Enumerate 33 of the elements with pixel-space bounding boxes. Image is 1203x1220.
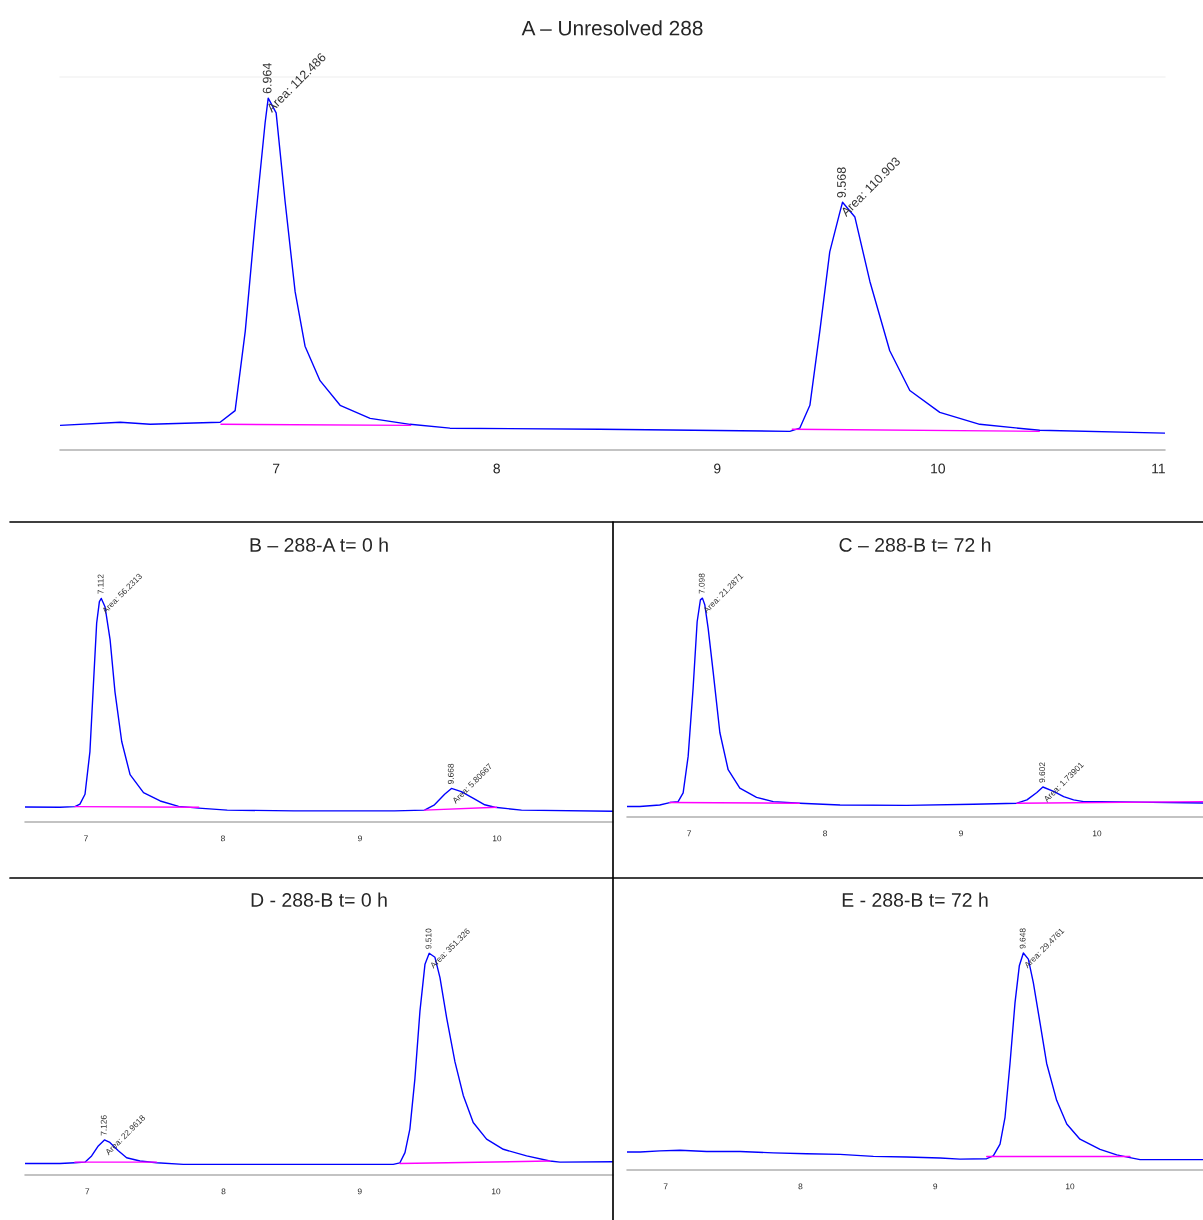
annotation: 7.126 <box>100 1115 107 1136</box>
x-tick-label: 8 <box>493 463 500 474</box>
x-tick-label: 10 <box>1092 830 1102 837</box>
chart-title: A – Unresolved 288 <box>521 20 703 36</box>
x-tick-label: 9 <box>357 1188 362 1195</box>
x-tick-label: 7 <box>687 830 692 837</box>
x-tick-label: 9 <box>959 830 963 837</box>
annotation: 7.112 <box>97 574 104 594</box>
x-tick-label: 10 <box>931 463 946 474</box>
x-tick-label: 9 <box>714 463 721 474</box>
annotation: 9.510 <box>425 928 432 949</box>
x-tick-label: 8 <box>798 1183 803 1190</box>
x-tick-label: 8 <box>221 835 225 842</box>
chart-title: B – 288-A t= 0 h <box>250 537 388 552</box>
x-tick-label: 7 <box>84 835 88 842</box>
x-tick-label: 8 <box>823 830 828 837</box>
x-tick-label: 9 <box>933 1183 938 1190</box>
annotation: 9.602 <box>1039 762 1046 783</box>
chart-title: D - 288-B t= 0 h <box>251 892 387 907</box>
x-tick-label: 8 <box>221 1188 226 1195</box>
annotation: 9.648 <box>1019 928 1026 949</box>
x-tick-label: 7 <box>273 463 280 474</box>
annotation: 9.668 <box>447 763 454 784</box>
x-tick-label: 7 <box>663 1183 668 1190</box>
x-tick-label: 9 <box>358 835 362 842</box>
x-tick-label: 11 <box>1152 463 1165 474</box>
annotation: 7.098 <box>698 573 705 594</box>
chart-title: C – 288-B t= 72 h <box>839 537 991 552</box>
chart-title: E - 288-B t= 72 h <box>842 892 988 907</box>
x-tick-label: 10 <box>1065 1183 1075 1190</box>
x-tick-label: 7 <box>85 1188 90 1195</box>
x-tick-label: 10 <box>491 1188 501 1195</box>
x-tick-label: 10 <box>492 835 502 842</box>
